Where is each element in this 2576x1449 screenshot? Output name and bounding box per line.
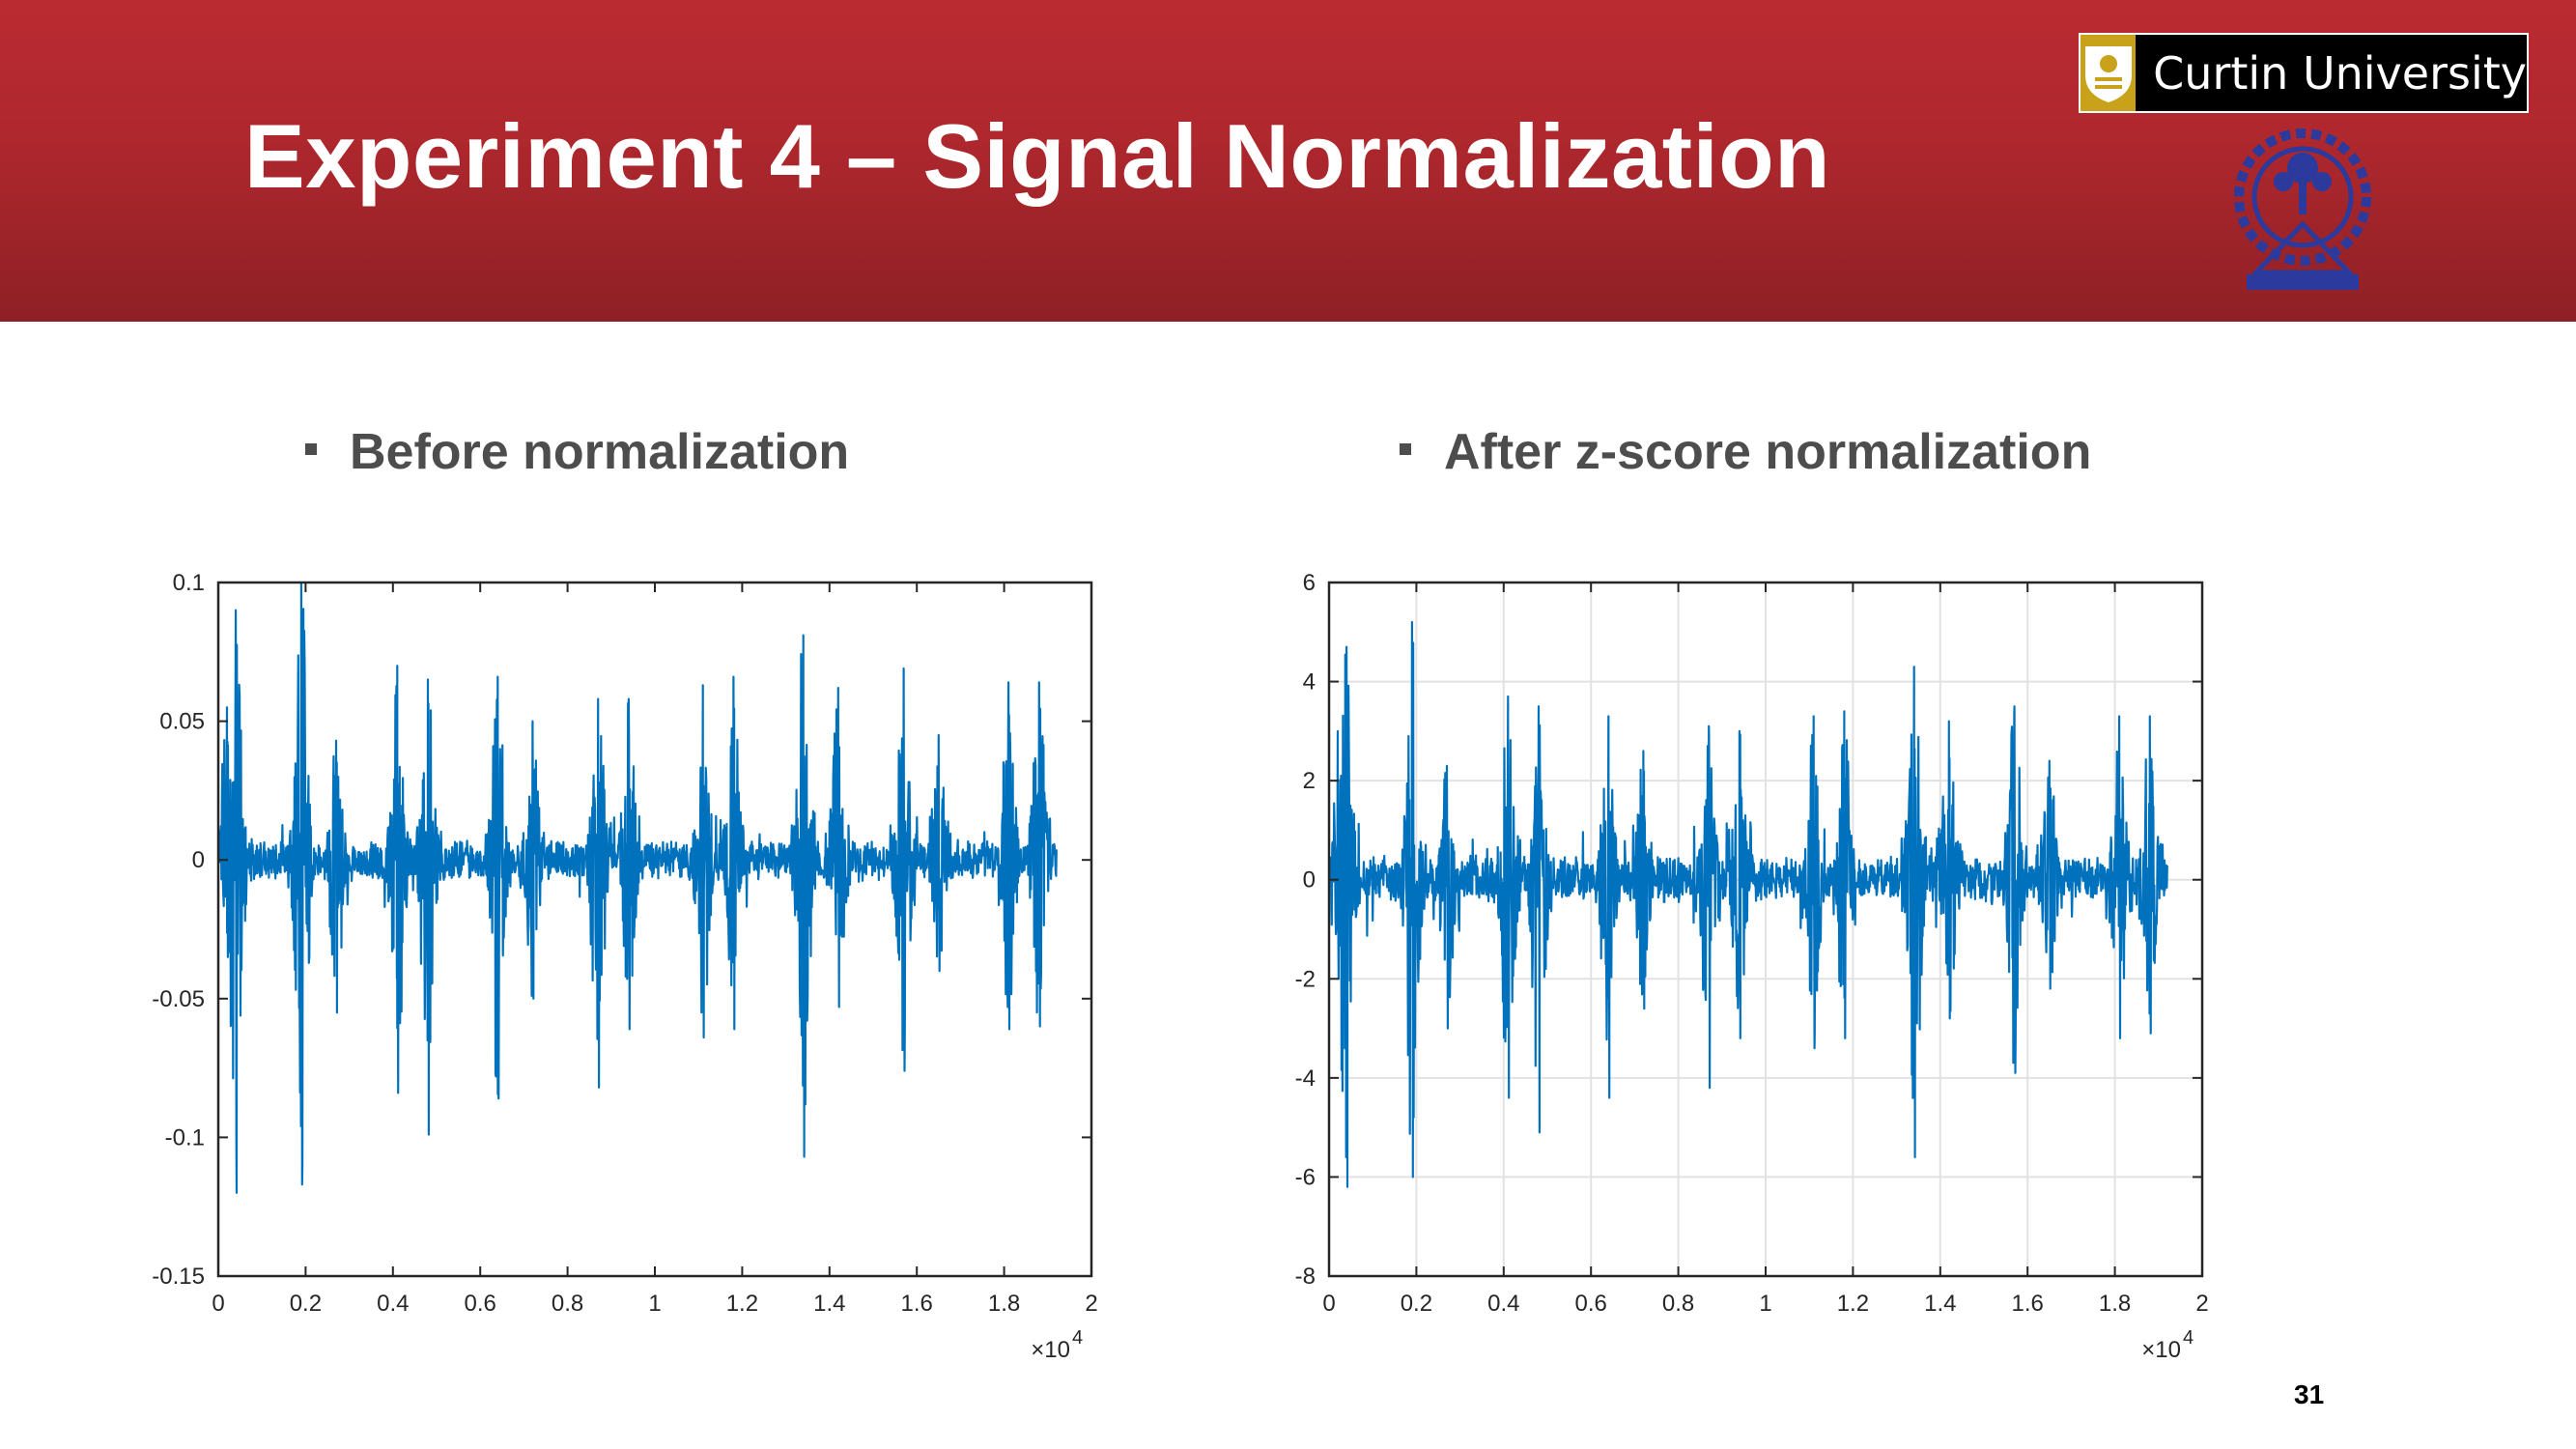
iit-kharagpur-emblem-icon [2234, 128, 2371, 290]
signal-series-line [1329, 620, 2168, 1188]
x-tick-label: 1.8 [2099, 1291, 2131, 1317]
x-tick-label: 0.4 [1487, 1291, 1519, 1317]
x-exponent-superscript: 4 [2183, 1327, 2194, 1349]
x-tick-label: 0 [212, 1291, 224, 1317]
x-tick-label: 1 [648, 1291, 661, 1317]
x-tick-label: 0.2 [1401, 1291, 1432, 1317]
y-tick-label: -4 [1295, 1065, 1316, 1092]
page-number: 31 [2294, 1379, 2325, 1409]
y-tick-label: -0.15 [152, 1264, 205, 1290]
bullet-square-icon [1400, 443, 1411, 456]
y-tick-label: 6 [1303, 570, 1316, 596]
y-tick-label: -0.1 [165, 1124, 205, 1151]
y-tick-label: 0 [192, 847, 205, 873]
bullet-before-normalization: Before normalization [305, 423, 849, 481]
x-tick-label: 1.6 [901, 1291, 933, 1317]
plot-area [218, 582, 1091, 1276]
y-tick-label: -6 [1295, 1164, 1316, 1190]
x-exponent-superscript: 4 [1072, 1327, 1083, 1349]
x-tick-label: 1 [1759, 1291, 1771, 1317]
chart-after-normalization: 0 0.2 0.4 0.6 0.8 1 1.2 1.4 1.6 1.8 2-8-6-4-20246×… [1295, 570, 2209, 1363]
x-exponent-label: ×10 [1031, 1337, 1070, 1363]
x-tick-label: 1.2 [1837, 1291, 1869, 1317]
x-tick-label: 0.2 [290, 1291, 322, 1317]
y-tick-label: 4 [1303, 669, 1316, 696]
y-tick-label: 0.1 [173, 570, 205, 596]
x-tick-label: 0.8 [552, 1291, 583, 1317]
bullet-before-label: Before normalization [350, 424, 850, 480]
x-tick-label: 2 [2195, 1291, 2208, 1317]
x-tick-label: 2 [1085, 1291, 1097, 1317]
x-tick-label: 0.6 [465, 1291, 496, 1317]
y-tick-label: -2 [1295, 966, 1316, 992]
x-tick-label: 1.4 [813, 1291, 845, 1317]
curtin-shield-icon [2081, 35, 2137, 111]
bullet-after-normalization: After z-score normalization [1400, 423, 2091, 481]
chart-before-normalization: 0 0.2 0.4 0.6 0.8 1 1.2 1.4 1.6 1.8 2 -0.15 -0.1 -0.0… [152, 570, 1097, 1363]
y-tick-label: 2 [1303, 768, 1316, 794]
x-exponent-label: ×10 [2141, 1337, 2181, 1363]
x-tick-label: 1.8 [988, 1291, 1020, 1317]
slide-title: Experiment 4 – Signal Normalization [244, 105, 1831, 207]
y-tick-label: 0.05 [159, 709, 205, 735]
x-tick-label: 0.8 [1662, 1291, 1694, 1317]
x-tick-label: 0.6 [1575, 1291, 1607, 1317]
y-tick-label: -8 [1295, 1264, 1316, 1290]
curtin-logo: Curtin University [2079, 33, 2529, 113]
x-tick-label: 1.2 [726, 1291, 758, 1317]
x-tick-label: 0.4 [377, 1291, 409, 1317]
curtin-logo-text: Curtin University [2153, 46, 2527, 99]
bullet-square-icon [305, 443, 317, 456]
bullet-after-label: After z-score normalization [1444, 424, 2092, 480]
signal-series-line [218, 581, 1058, 1194]
y-tick-label: -0.05 [152, 986, 205, 1012]
title-banner: Experiment 4 – Signal Normalization Curt… [0, 0, 2576, 322]
y-tick-label: 0 [1303, 867, 1316, 894]
x-tick-label: 1.4 [1924, 1291, 1956, 1317]
x-tick-label: 1.6 [2012, 1291, 2044, 1317]
x-tick-label: 0 [1322, 1291, 1335, 1317]
